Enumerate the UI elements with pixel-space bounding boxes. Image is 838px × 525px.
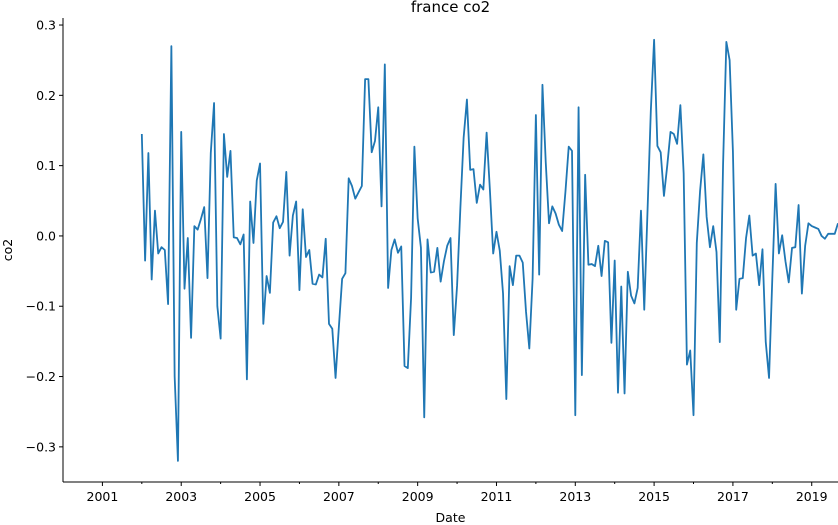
y-tick-label: 0.2: [36, 88, 56, 103]
x-tick-label: 2013: [559, 489, 591, 504]
x-tick-label: 2005: [244, 489, 276, 504]
y-axis-ticks: 0.3 0.2 0.1 0.0 −0.1 −0.2 −0.3: [26, 18, 63, 454]
x-tick-label: 2011: [481, 489, 513, 504]
x-axis-ticks: 2001 2003 2005 2007 2009 2011 2013 2015 2017 2019: [87, 482, 828, 504]
plot-area: [140, 38, 838, 462]
y-tick-label: −0.3: [26, 439, 56, 454]
y-tick-label: 0.3: [36, 18, 56, 33]
series-line-0: [140, 38, 838, 462]
x-tick-label: 2017: [717, 489, 749, 504]
y-axis-label: co2: [0, 239, 15, 261]
x-axis-label: Date: [436, 510, 466, 525]
x-tick-label: 2015: [638, 489, 670, 504]
x-tick-label: 2003: [165, 489, 197, 504]
y-tick-label: −0.1: [26, 299, 56, 314]
y-tick-label: 0.0: [36, 228, 56, 243]
x-tick-label: 2001: [87, 489, 119, 504]
x-tick-label: 2007: [323, 489, 355, 504]
chart-title: france co2: [411, 0, 490, 16]
y-tick-label: −0.2: [26, 369, 56, 384]
x-tick-label: 2009: [402, 489, 434, 504]
y-tick-label: 0.1: [36, 158, 56, 173]
x-tick-label: 2019: [796, 489, 828, 504]
